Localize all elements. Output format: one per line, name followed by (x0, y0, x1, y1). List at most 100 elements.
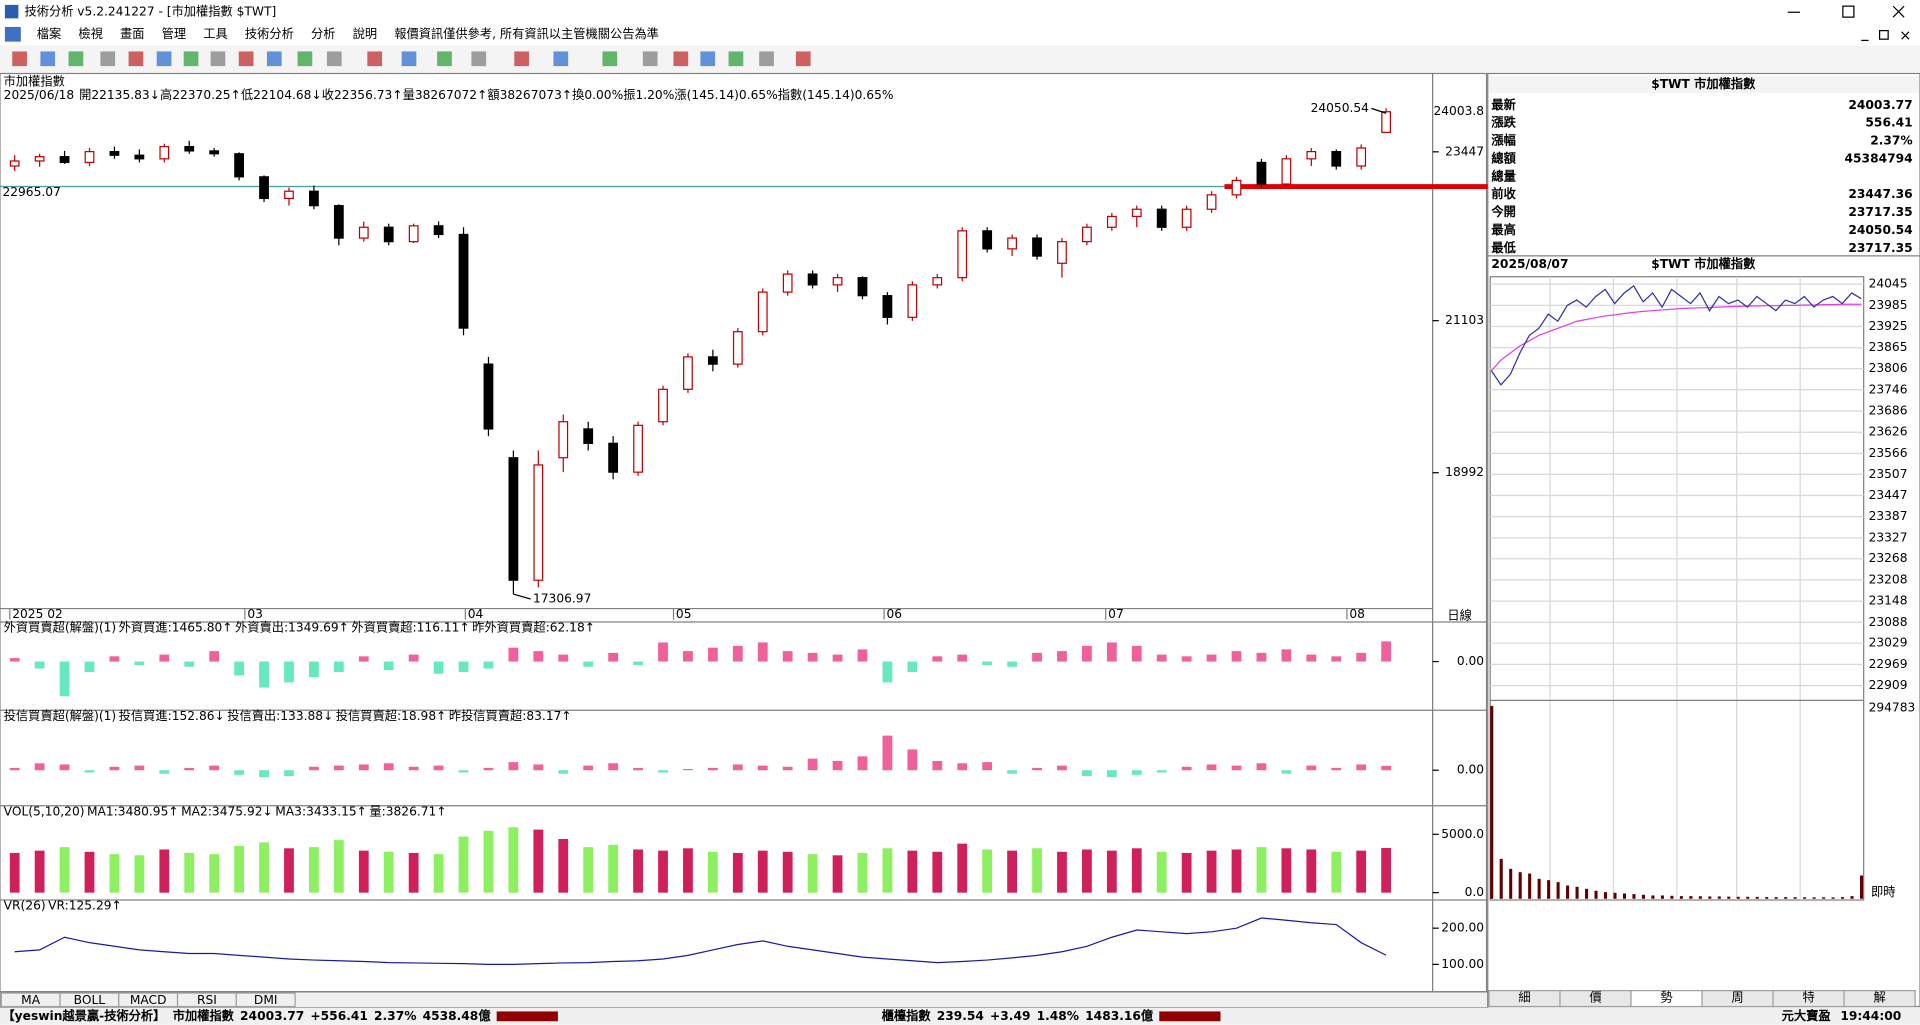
menu-item[interactable]: 工具 (203, 27, 227, 41)
toolbar-icon[interactable] (68, 51, 84, 67)
side-tab-label[interactable]: 細 (1518, 990, 1530, 1004)
menu-item[interactable]: 說明 (353, 26, 377, 41)
menu-item[interactable]: 分析 (311, 27, 335, 41)
chart-name: 市加權指數 (4, 74, 65, 89)
toolbar-icon[interactable] (367, 51, 383, 67)
side-tab-label[interactable]: 勢 (1660, 989, 1672, 1004)
volume-bar (1156, 851, 1167, 893)
flow-bar (234, 770, 245, 775)
flow-bar (1256, 652, 1267, 662)
side-tab-label[interactable]: 特 (1802, 989, 1814, 1004)
toolbar-icon[interactable] (128, 51, 144, 67)
toolbar-icon[interactable] (673, 51, 689, 67)
toolbar-icon[interactable] (642, 51, 658, 67)
toolbar-icon[interactable] (100, 51, 116, 67)
toolbar-icon[interactable] (471, 51, 487, 67)
toolbar-icon[interactable] (514, 51, 529, 67)
volume-bar (857, 852, 868, 893)
toolbar-icon[interactable] (210, 51, 226, 67)
toolbar-icon[interactable] (553, 51, 569, 67)
intraday-volume-bar (1708, 896, 1712, 899)
intraday-tick-label: 23327 (1869, 530, 1908, 544)
intraday-tick-label: 23985 (1869, 298, 1908, 312)
restore-button[interactable] (1842, 5, 1855, 18)
toolbar-icon[interactable] (156, 51, 172, 67)
intraday-volume-bar (1537, 878, 1541, 899)
panel-legend: 昨投信買賣超:83.17↑ (449, 708, 572, 723)
intraday-volume-bar (1632, 894, 1636, 899)
candle-body (1281, 158, 1292, 185)
close-button[interactable] (1892, 5, 1905, 18)
side-tab-label[interactable]: 價 (1589, 990, 1601, 1004)
menu-item[interactable]: 管理 (162, 26, 186, 41)
candle-body (458, 233, 469, 329)
flow-bar (358, 764, 369, 771)
intraday-volume-bar (1822, 897, 1826, 899)
toolbar-icon[interactable] (759, 51, 774, 67)
menu-item[interactable]: 檢視 (78, 26, 102, 41)
quote-label: 漲跌 (1491, 115, 1516, 130)
intraday-volume-bar (1717, 896, 1721, 899)
indicator-tab-label[interactable]: DMI (254, 993, 278, 1007)
side-tab-label[interactable]: 解 (1873, 990, 1885, 1004)
child-close[interactable] (1901, 31, 1910, 40)
flow-bar (907, 661, 918, 672)
intraday-volume-bar (1585, 888, 1589, 899)
menu-item[interactable]: 檔案 (37, 26, 61, 41)
toolbar-icon[interactable] (238, 51, 254, 67)
volume-bar (1131, 848, 1142, 893)
panel-legend: VR:125.29↑ (48, 899, 122, 913)
info-item: 指數(145.14)0.65% (778, 87, 894, 102)
volume-bar (109, 854, 120, 893)
toolbar-icon[interactable] (700, 51, 716, 67)
volume-bar (408, 852, 419, 893)
toolbar-icon[interactable] (326, 51, 342, 67)
flow-bar (1306, 654, 1317, 662)
side-tab[interactable] (1843, 990, 1916, 1008)
flow-bar (209, 651, 220, 662)
toolbar-icon[interactable] (602, 51, 618, 67)
intraday-volume-bar (1793, 897, 1797, 899)
indicator-tab-label[interactable]: BOLL (74, 993, 106, 1007)
intraday-tick-label: 23507 (1869, 467, 1908, 481)
toolbar-icon[interactable] (401, 51, 417, 67)
intraday-tick-label: 23806 (1869, 361, 1908, 375)
toolbar-icon[interactable] (266, 51, 282, 67)
toolbar-icon[interactable] (40, 51, 56, 67)
child-restore[interactable] (1878, 30, 1889, 40)
indicator-tab-label[interactable]: RSI (197, 993, 217, 1007)
flow-bar (134, 765, 145, 771)
info-item: 收22356.73↑ (322, 88, 403, 102)
y-tick-label: 23447 (1445, 144, 1484, 158)
menu-item[interactable]: 報價資訊僅供參考, 所有資訊以主管機關公告為準 (394, 26, 659, 41)
intraday-volume-bar (1831, 897, 1835, 899)
flow-bar (658, 642, 668, 662)
indicator-tab-label[interactable]: MA (21, 993, 41, 1007)
toolbar-icon[interactable] (297, 51, 313, 67)
last-price-label: 24003.8 (1433, 104, 1484, 118)
flow-bar (683, 769, 693, 771)
toolbar-icon[interactable] (12, 51, 27, 67)
intraday-tick-label: 23566 (1869, 446, 1908, 460)
candle-body (1082, 226, 1092, 243)
quote-label: 今開 (1490, 204, 1515, 219)
toolbar-icon[interactable] (728, 51, 744, 67)
toolbar-icon[interactable] (183, 51, 199, 67)
candle-body (957, 230, 968, 279)
toolbar-icon[interactable] (437, 51, 452, 67)
volume-bar (982, 849, 993, 893)
volume-bar (1082, 849, 1092, 893)
info-item: 開22135.83↓ (79, 88, 160, 102)
quote-label: 漲幅 (1491, 133, 1515, 148)
volume-bar (508, 827, 519, 893)
toolbar-icon[interactable] (795, 51, 811, 67)
side-tab-label[interactable]: 周 (1731, 990, 1743, 1004)
menu-item[interactable]: 技術分析 (245, 27, 294, 41)
panel-legend: VOL(5,10,20) (4, 804, 85, 818)
indicator-tab-label[interactable]: MACD (130, 993, 167, 1007)
high-label: 24050.54 (1311, 101, 1370, 115)
menu-item[interactable]: 畫面 (120, 26, 144, 41)
flow-bar (757, 765, 768, 771)
indicator-tab[interactable] (235, 992, 296, 1008)
